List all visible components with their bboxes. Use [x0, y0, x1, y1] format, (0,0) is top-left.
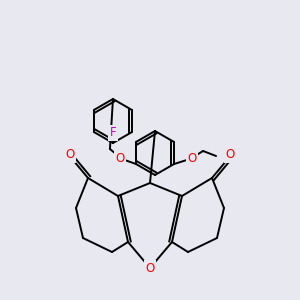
Text: F: F [110, 127, 116, 140]
Text: O: O [115, 152, 124, 166]
Text: O: O [188, 152, 197, 166]
Text: O: O [146, 262, 154, 275]
Text: O: O [65, 148, 75, 161]
Text: O: O [225, 148, 235, 161]
